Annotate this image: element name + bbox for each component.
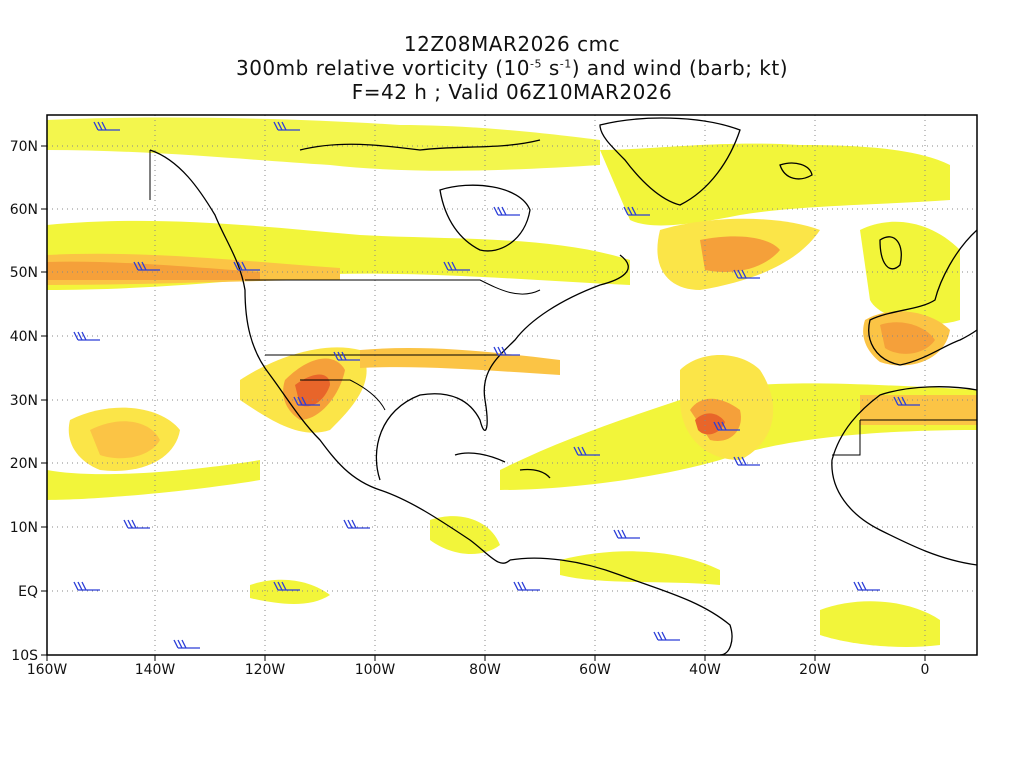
lon-label: 160W — [27, 662, 68, 678]
wind-barb-icon — [513, 581, 541, 591]
lat-label: 20N — [10, 456, 38, 472]
title-part: s — [541, 56, 560, 80]
map-title-field: 300mb relative vorticity (10-5 s-1) and … — [0, 56, 1024, 80]
lon-label: 100W — [355, 662, 396, 678]
wind-barb-icon — [493, 206, 521, 216]
title-exponent: -5 — [530, 57, 542, 71]
lat-label: EQ — [18, 584, 38, 600]
lat-label: 50N — [10, 265, 38, 281]
wind-barb-icon — [73, 581, 101, 591]
lon-label: 60W — [579, 662, 611, 678]
longitude-labels: 160W 140W 120W 100W 80W 60W 40W 20W 0 — [27, 662, 930, 678]
map-title-run: 12Z08MAR2026 cmc — [403, 32, 621, 56]
coastlines — [149, 117, 977, 655]
lat-label: 40N — [10, 329, 38, 345]
vorticity-shading — [47, 117, 977, 647]
lon-label: 40W — [689, 662, 721, 678]
lat-label: 30N — [10, 393, 38, 409]
wind-barb-icon — [733, 456, 761, 466]
wind-barb-icon — [853, 581, 881, 591]
lon-label: 20W — [799, 662, 831, 678]
plot-frame — [46, 114, 978, 656]
lat-label: 70N — [10, 139, 38, 155]
lon-label: 120W — [245, 662, 286, 678]
lon-label: 0 — [921, 662, 930, 678]
lat-label: 60N — [10, 202, 38, 218]
wind-barb-icon — [653, 631, 681, 641]
title-part: ) and wind (barb; kt) — [571, 56, 789, 80]
wind-barb-icon — [173, 639, 201, 649]
lat-label: 10N — [10, 520, 38, 536]
political-borders — [149, 150, 977, 456]
lon-label: 80W — [469, 662, 501, 678]
latitude-labels: 70N 60N 50N 40N 30N 20N 10N EQ 10S — [10, 139, 38, 664]
wind-barb-icon — [613, 529, 641, 539]
axis-ticks — [41, 145, 926, 661]
plot-area — [47, 115, 977, 655]
lon-label: 140W — [135, 662, 176, 678]
title-exponent: -1 — [559, 57, 572, 71]
lat-label: 10S — [11, 648, 38, 664]
lat-lon-grid — [47, 115, 977, 655]
map-title-valid: F=42 h ; Valid 06Z10MAR2026 — [351, 80, 673, 104]
title-part: 300mb relative vorticity (10 — [235, 56, 531, 80]
